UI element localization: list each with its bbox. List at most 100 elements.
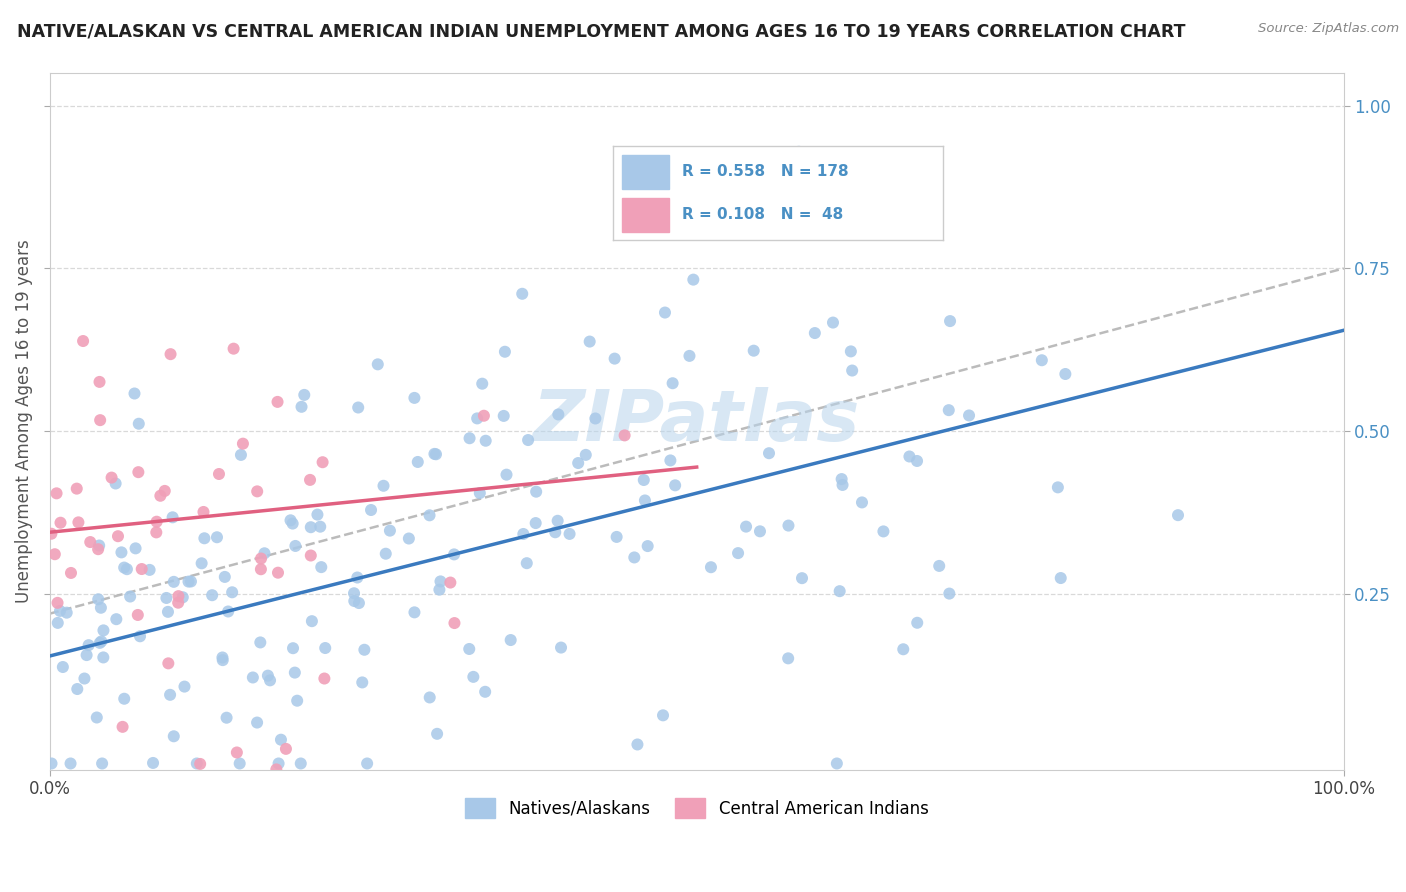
Point: [59, 756, 82, 771]
Point: [73, 672, 96, 686]
Point: [516, 556, 538, 570]
Text: NATIVE/ALASKAN VS CENTRAL AMERICAN INDIAN UNEMPLOYMENT AMONG AGES 16 TO 19 YEARS: NATIVE/ALASKAN VS CENTRAL AMERICAN INDIA…: [17, 22, 1185, 40]
Point: [111, 720, 134, 734]
Text: Source: ZipAtlas.com: Source: ZipAtlas.com: [1258, 22, 1399, 36]
Point: [120, 590, 142, 604]
Point: [544, 525, 567, 540]
Point: [280, 513, 302, 527]
Point: [423, 447, 446, 461]
Point: [156, 605, 179, 619]
Point: [474, 685, 496, 699]
Point: [292, 388, 315, 402]
Point: [205, 530, 228, 544]
Point: [124, 541, 146, 556]
Point: [110, 545, 132, 559]
Point: [311, 455, 333, 469]
Point: [59, 566, 82, 580]
Point: [664, 478, 686, 492]
Point: [758, 446, 780, 460]
Point: [193, 531, 215, 545]
Point: [343, 594, 366, 608]
Point: [86, 710, 108, 724]
Point: [44, 547, 66, 561]
Point: [419, 508, 441, 523]
Point: [821, 316, 844, 330]
Point: [841, 363, 863, 377]
Point: [1054, 367, 1077, 381]
Point: [129, 629, 152, 643]
Point: [352, 675, 374, 690]
Point: [547, 408, 569, 422]
Point: [112, 691, 135, 706]
Point: [558, 527, 581, 541]
Point: [87, 592, 110, 607]
Point: [494, 344, 516, 359]
Point: [567, 456, 589, 470]
Point: [299, 520, 322, 534]
Point: [89, 539, 111, 553]
Point: [229, 448, 252, 462]
Point: [492, 409, 515, 423]
Point: [524, 516, 547, 530]
Point: [46, 596, 69, 610]
Point: [159, 688, 181, 702]
Point: [215, 711, 238, 725]
Point: [928, 558, 950, 573]
Point: [778, 518, 800, 533]
Y-axis label: Unemployment Among Ages 16 to 19 years: Unemployment Among Ages 16 to 19 years: [15, 240, 32, 603]
Point: [193, 505, 215, 519]
Point: [41, 526, 63, 541]
Point: [173, 680, 195, 694]
Point: [172, 591, 194, 605]
Point: [872, 524, 894, 539]
Point: [149, 489, 172, 503]
Point: [495, 467, 517, 482]
Point: [398, 532, 420, 546]
Point: [52, 660, 75, 674]
Point: [353, 642, 375, 657]
Point: [360, 503, 382, 517]
Point: [145, 515, 167, 529]
Point: [465, 411, 488, 425]
Point: [90, 600, 112, 615]
Point: [131, 562, 153, 576]
Point: [419, 690, 441, 705]
Point: [274, 742, 297, 756]
Point: [299, 473, 322, 487]
Point: [346, 570, 368, 584]
Point: [831, 472, 853, 486]
Point: [905, 454, 928, 468]
Point: [66, 681, 89, 696]
Point: [105, 612, 128, 626]
Point: [208, 467, 231, 481]
Point: [661, 376, 683, 391]
Point: [112, 560, 135, 574]
Point: [637, 539, 659, 553]
Point: [1049, 571, 1071, 585]
Point: [284, 539, 307, 553]
Point: [429, 574, 451, 589]
Point: [221, 585, 243, 599]
Point: [159, 347, 181, 361]
Point: [742, 343, 765, 358]
Point: [790, 571, 813, 585]
Point: [825, 756, 848, 771]
Point: [749, 524, 772, 539]
Point: [267, 756, 290, 771]
Point: [285, 694, 308, 708]
Point: [190, 557, 212, 571]
Point: [155, 591, 177, 605]
Point: [654, 305, 676, 319]
Point: [77, 638, 100, 652]
Point: [367, 357, 389, 371]
Point: [463, 670, 485, 684]
Point: [91, 650, 114, 665]
Point: [374, 547, 396, 561]
Point: [250, 562, 273, 576]
Point: [425, 447, 447, 461]
Point: [41, 756, 63, 771]
Point: [404, 605, 426, 619]
Point: [127, 465, 149, 479]
Point: [177, 574, 200, 589]
Point: [626, 738, 648, 752]
